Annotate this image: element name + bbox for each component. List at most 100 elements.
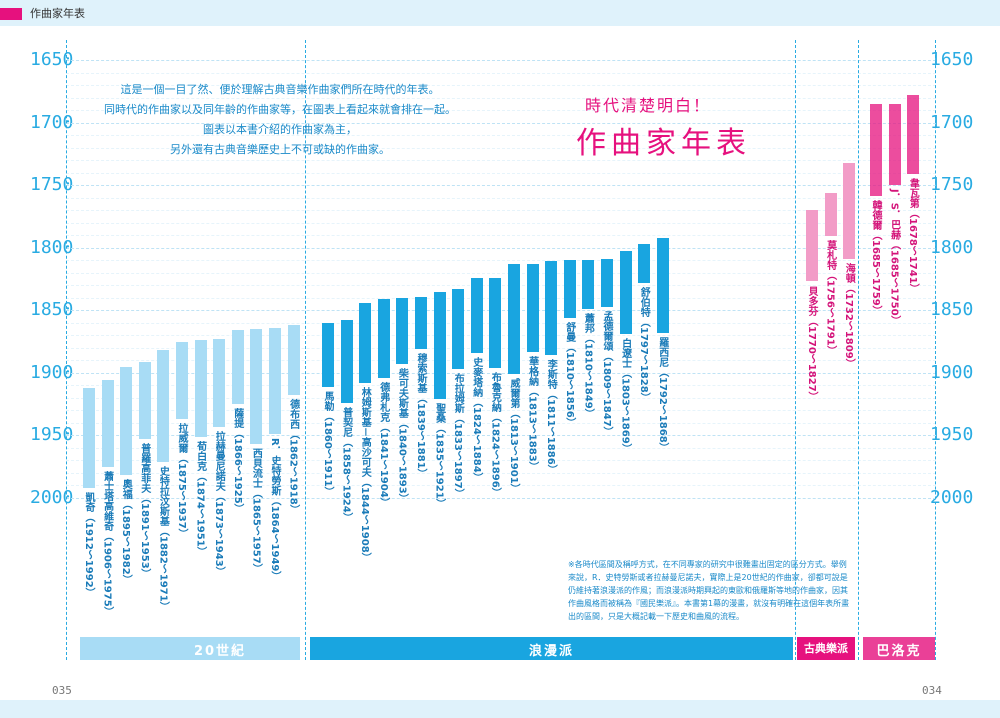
composer-bar <box>824 192 837 237</box>
composer-label: 貝多芬（1770～1827） <box>806 285 817 402</box>
composer-label: 華格納（1813～1883） <box>526 355 538 472</box>
grid-line-minor <box>66 485 936 487</box>
composer-label: 布拉姆斯（1833～1897） <box>452 373 464 499</box>
composer-label: 穆索斯基（1839～1881） <box>415 353 426 479</box>
composer-label: 奧福（1895～1982） <box>120 479 132 586</box>
grid-line-minor <box>66 110 936 112</box>
composer-bar <box>213 339 226 427</box>
composer-bar <box>396 297 409 365</box>
composer-bar <box>582 260 595 310</box>
composer-label: 史特拉汶斯基（1882～1971） <box>157 465 169 612</box>
grid-line-minor <box>66 272 936 274</box>
footnote: ※各時代區間及稱呼方式，在不同專家的研究中很難畫出固定的區分方式。舉例來說，R．… <box>568 560 850 621</box>
composer-label: 舒曼（1810～1856） <box>563 321 575 428</box>
composer-label: 柴可夫斯基（1840～1893） <box>396 368 408 504</box>
composer-label: 白遼士（1803～1869） <box>619 338 631 454</box>
composer-bar <box>83 387 95 488</box>
composer-label: 蕭邦（1810～1849） <box>582 313 594 419</box>
composer-bar <box>176 341 188 420</box>
grid-line-minor <box>66 172 936 174</box>
era-band-20th-century: 20世紀 <box>80 637 300 660</box>
year-label-left: 1850 <box>30 299 74 321</box>
composer-bar <box>489 277 502 368</box>
grid-line-minor <box>66 410 936 412</box>
subtitle: 時代清楚明白！ <box>585 96 712 115</box>
year-label-right: 2000 <box>930 487 974 508</box>
intro-line: 另外還有古典音樂歷史上不可或缺的作曲家。 <box>170 143 390 156</box>
year-label-right: 1850 <box>930 299 974 321</box>
composer-bar <box>415 296 427 350</box>
era-label: 浪漫派 <box>528 644 574 659</box>
grid-line-minor <box>66 147 936 149</box>
composer-label: 拉赫曼尼諾夫（1873～1943） <box>213 430 225 577</box>
grid-line-minor <box>66 385 936 387</box>
composer-bar <box>843 162 856 259</box>
composer-bar <box>508 263 520 375</box>
page-number-left: 035 <box>52 684 72 697</box>
grid-line-minor <box>66 260 936 262</box>
grid-line-minor <box>66 197 936 199</box>
composer-bar <box>231 330 244 405</box>
composer-label: 林姆斯基－高沙可夫（1844～1908） <box>359 386 371 563</box>
composer-label: 薩提（1866～1925） <box>231 408 243 514</box>
composer-bar <box>619 251 632 335</box>
composer-bar <box>120 366 133 476</box>
composer-label: 馬勒（1860～1911） <box>322 390 333 497</box>
composer-bar <box>806 210 818 282</box>
composer-bar <box>377 299 390 378</box>
top-header-bar: 作曲家年表 <box>0 0 1000 26</box>
year-label-right: 1950 <box>930 424 974 446</box>
composer-label: R．史特勞斯（1864～1949） <box>269 438 280 582</box>
composer-label: 史麥塔納（1824～1884） <box>470 356 482 483</box>
composer-label: 布魯克納（1824～1896） <box>489 371 501 498</box>
year-label-left: 2000 <box>30 487 74 508</box>
composer-label: J．S．巴赫（1685～1750） <box>888 189 900 326</box>
bottom-bar <box>0 700 1000 718</box>
composer-bar <box>907 95 920 174</box>
composer-label: 莫札特（1756～1791） <box>824 240 836 357</box>
composer-bar <box>101 380 114 467</box>
composer-label: 李斯特（1811～1886） <box>545 359 557 475</box>
grid-line-minor <box>66 447 936 449</box>
grid-line <box>66 122 936 124</box>
composer-bar <box>545 261 558 356</box>
grid-line <box>66 247 936 249</box>
era-band-baroque: 巴洛克 <box>863 637 935 660</box>
composer-bar <box>526 263 539 352</box>
composer-label: 蕭士塔高維奇（1906～1975） <box>101 470 113 617</box>
composer-label: 舒伯特（1797～1828） <box>638 286 650 403</box>
era-label: 古典樂派 <box>804 642 848 655</box>
composer-bar <box>656 237 669 333</box>
era-label: 20世紀 <box>193 644 247 659</box>
grid-line-minor <box>66 460 936 462</box>
grid-line-minor <box>66 135 936 137</box>
intro-line: 同時代的作曲家以及同年齡的作曲家等，在圖表上看起來就會排在一起。 <box>104 103 456 116</box>
era-band-romantic: 浪漫派 <box>310 637 793 660</box>
composer-label: 拉威爾（1875～1937） <box>176 423 187 539</box>
composer-bar <box>194 340 207 437</box>
year-label-left: 1750 <box>30 174 74 196</box>
page-number-right: 034 <box>922 684 942 697</box>
composer-label: 羅西尼（1792～1868） <box>656 336 668 453</box>
composer-bar <box>322 322 334 387</box>
grid-line <box>66 435 936 437</box>
year-label-right: 1650 <box>930 49 974 70</box>
composer-bar <box>563 260 576 318</box>
composer-bar <box>433 291 446 400</box>
year-label-left: 1950 <box>30 424 74 446</box>
era-label: 巴洛克 <box>876 644 922 659</box>
composer-label: 德弗札克（1841～1904） <box>377 381 389 508</box>
era-divider <box>858 40 859 660</box>
grid-line-minor <box>66 160 936 162</box>
composer-bar <box>269 327 281 435</box>
year-label-left: 1900 <box>30 361 74 383</box>
composer-label: 韓德爾（1685～1759） <box>870 200 881 317</box>
grid-line-minor <box>66 97 936 99</box>
grid-line-minor <box>66 222 936 224</box>
composer-bar <box>287 325 300 396</box>
composer-label: 西貝流士（1865～1957） <box>250 448 262 574</box>
era-divider <box>795 40 796 660</box>
grid-line <box>66 60 936 61</box>
era-divider <box>66 40 67 660</box>
era-divider <box>305 40 306 660</box>
